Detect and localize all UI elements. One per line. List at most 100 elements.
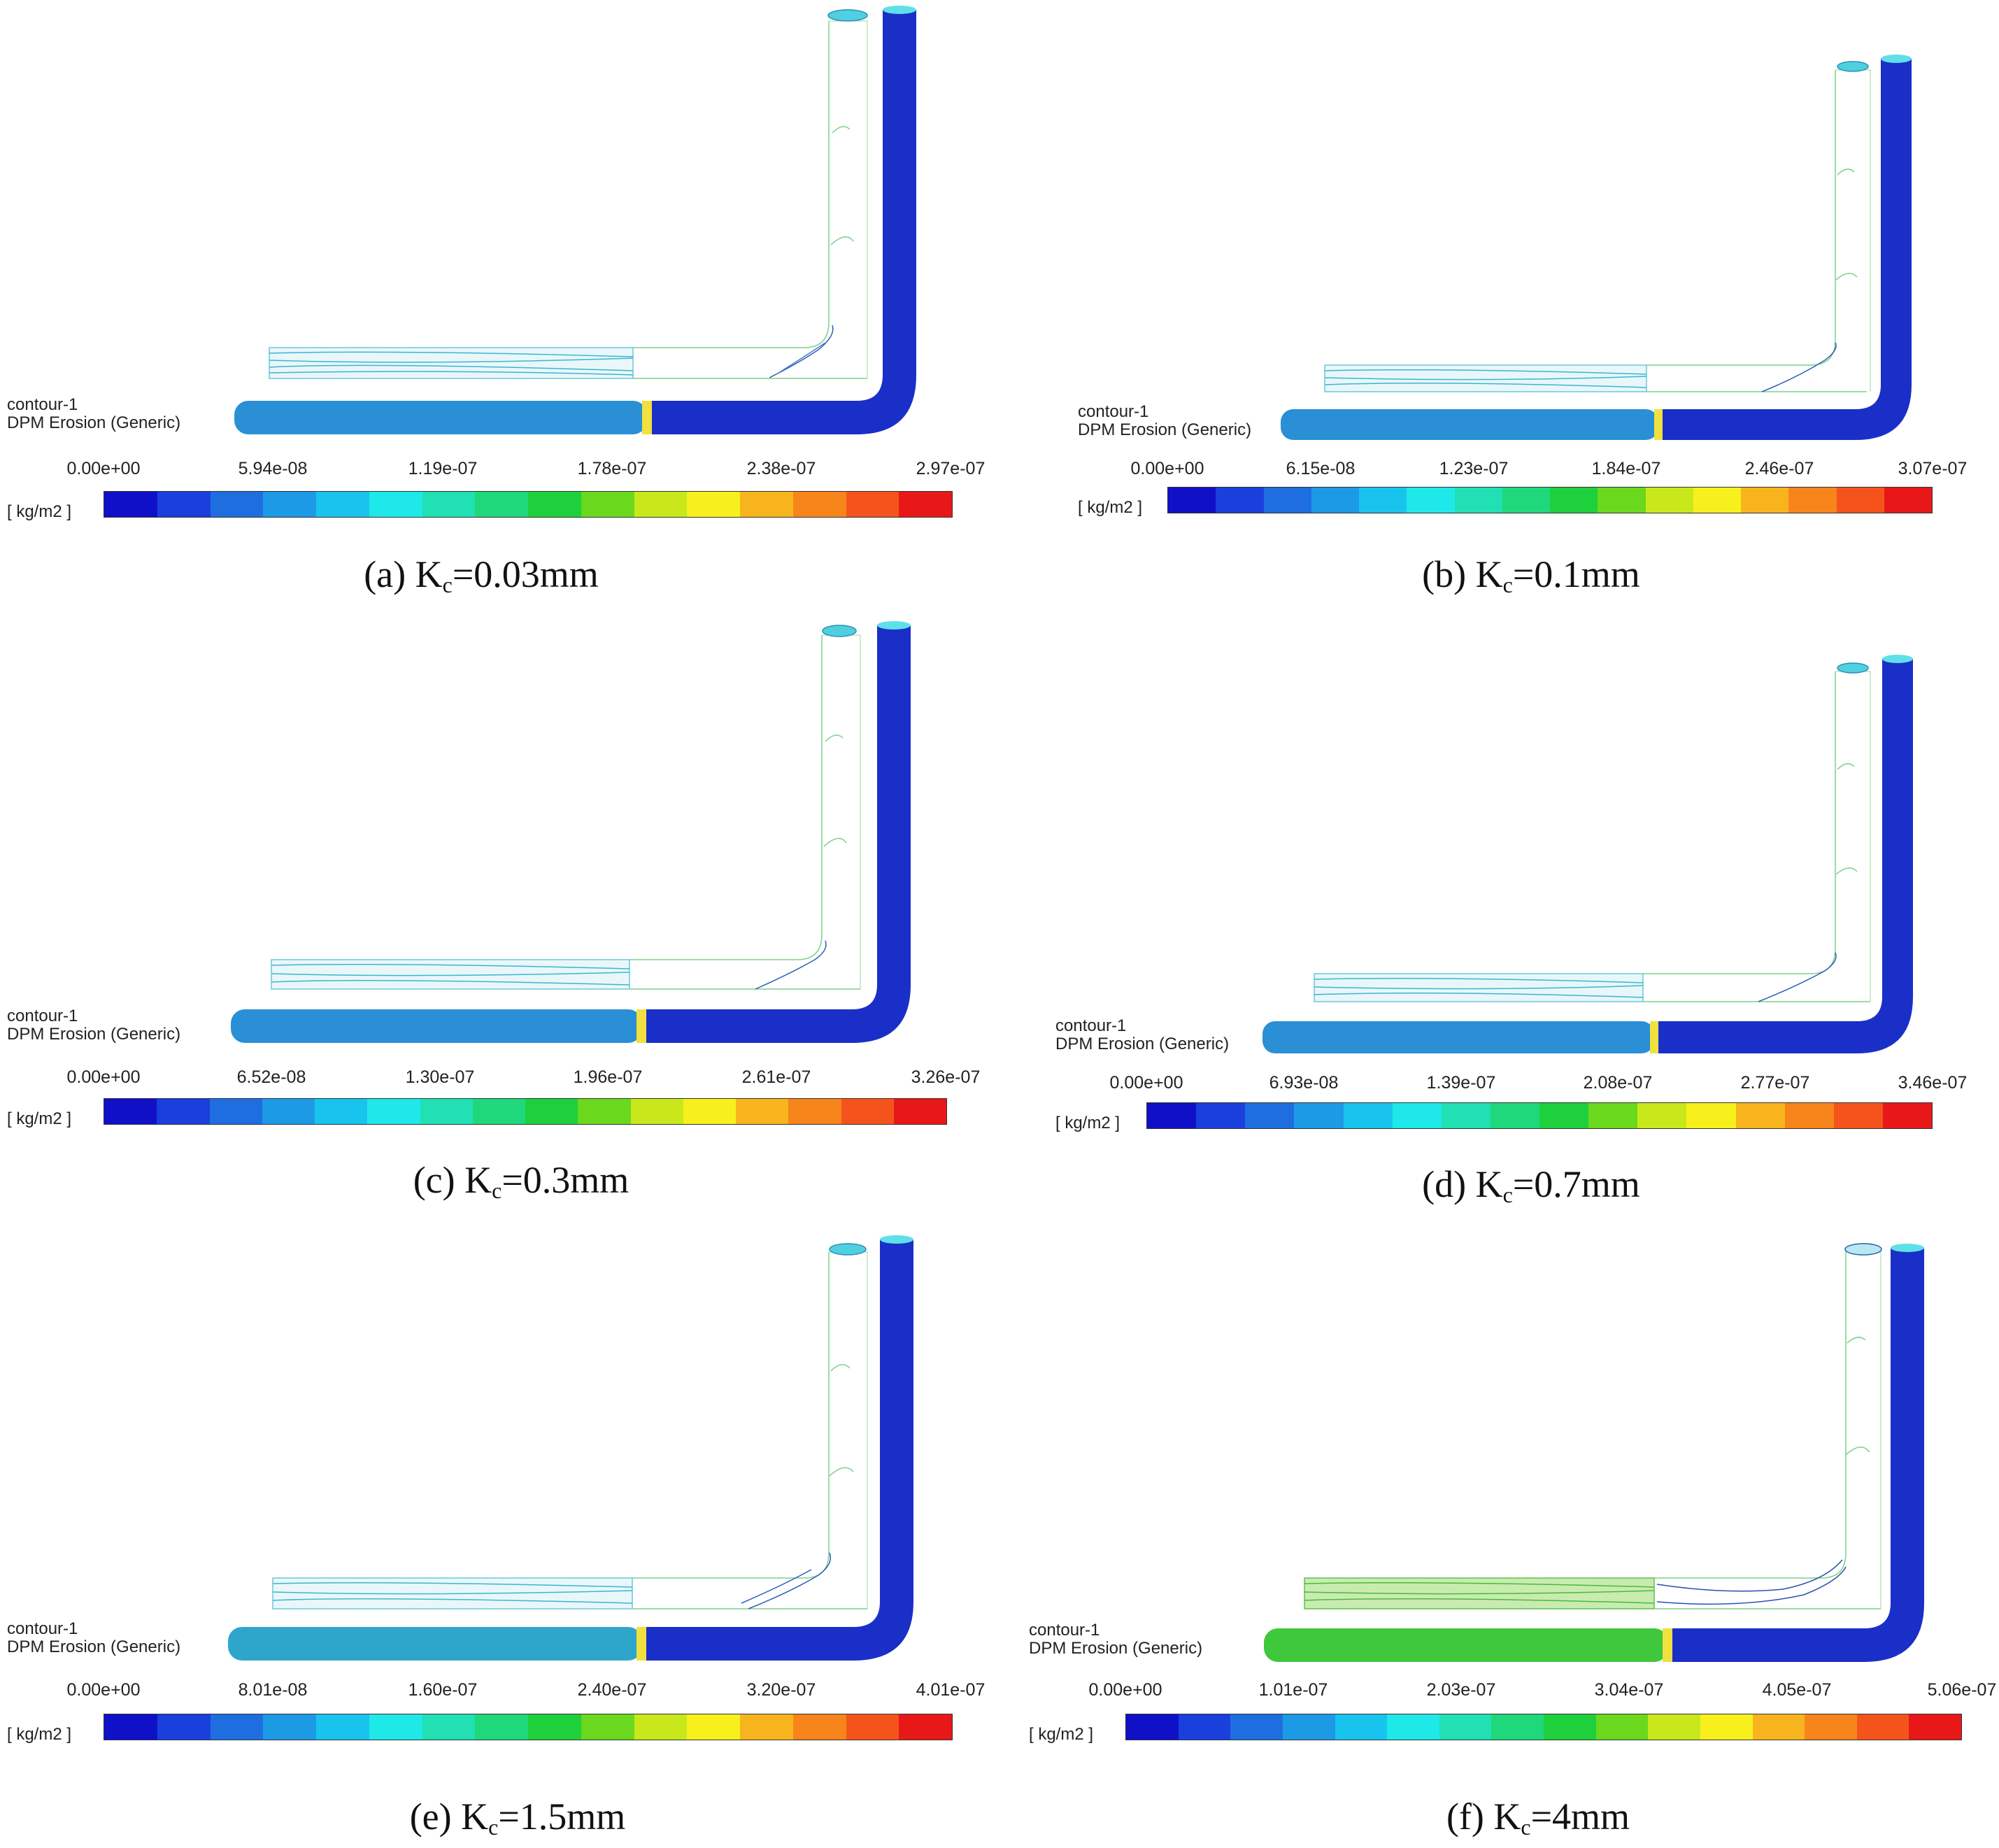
colorbar-segment: [1230, 1714, 1283, 1740]
colorbar-tick-label: 3.26e-07: [911, 1067, 981, 1087]
colorbar-tick-label: 2.40e-07: [577, 1680, 647, 1700]
colorbar-tick-label: 2.03e-07: [1426, 1680, 1496, 1700]
colorbar-segment: [1263, 488, 1311, 513]
colorbar-tick-label: 0.00e+00: [66, 459, 141, 478]
colorbar-unit: [ kg/m2 ]: [7, 1725, 72, 1744]
colorbar-segment: [420, 1099, 473, 1124]
colorbar-segment: [1359, 488, 1407, 513]
pipe-diagram: [231, 621, 911, 1043]
colorbar-tick-label: 2.46e-07: [1744, 459, 1814, 478]
pipe-body: [228, 1235, 913, 1661]
colorbar-segment: [104, 1714, 157, 1740]
colorbar-segment: [528, 1714, 581, 1740]
colorbar-unit: [ kg/m2 ]: [7, 1109, 72, 1128]
particle-tracks: [1314, 662, 1871, 1002]
colorbar-segment: [1441, 1103, 1491, 1128]
colorbar-tick-label: 4.01e-07: [916, 1680, 986, 1700]
colorbar-segment: [893, 1099, 946, 1124]
colorbar-segment: [367, 1099, 420, 1124]
colorbar-segment: [210, 492, 264, 517]
colorbar-segment: [1454, 488, 1502, 513]
colorbar-tick-label: 0.00e+00: [66, 1067, 141, 1087]
colorbar-segment: [1168, 488, 1216, 513]
colorbar-segment: [475, 1714, 528, 1740]
colorbar-segment: [792, 492, 846, 517]
pipe-diagram: [1262, 655, 1913, 1053]
contour-label: contour-1 DPM Erosion (Generic): [7, 1007, 181, 1044]
colorbar-segment: [740, 492, 793, 517]
colorbar-segment: [1439, 1714, 1492, 1740]
colorbar-segment: [1550, 488, 1598, 513]
panel-d: contour-1 DPM Erosion (Generic) 0.00e+00…: [1000, 616, 1999, 1231]
colorbar-segment: [1588, 1103, 1638, 1128]
colorbar: [1167, 487, 1933, 513]
colorbar-tick-label: 1.96e-07: [573, 1067, 643, 1087]
colorbar-unit: [ kg/m2 ]: [1055, 1114, 1121, 1132]
colorbar-segment: [687, 492, 740, 517]
colorbar-segment: [1595, 1714, 1649, 1740]
colorbar-segment: [1502, 488, 1550, 513]
colorbar-segment: [1741, 488, 1789, 513]
colorbar-segment: [788, 1099, 841, 1124]
panel-caption: (d) Kc=0.7mm: [1422, 1163, 1640, 1207]
colorbar-segment: [792, 1714, 846, 1740]
colorbar-tick-label: 3.07e-07: [1898, 459, 1968, 478]
colorbar-segment: [736, 1099, 789, 1124]
colorbar-segment: [157, 492, 211, 517]
colorbar-tick-label: 1.39e-07: [1426, 1073, 1496, 1093]
colorbar-unit: [ kg/m2 ]: [7, 502, 72, 521]
colorbar-segment: [1686, 1103, 1736, 1128]
colorbar-tick-label: 2.77e-07: [1740, 1073, 1810, 1093]
colorbar-tick-label: 3.04e-07: [1594, 1680, 1664, 1700]
colorbar-segment: [1735, 1103, 1785, 1128]
colorbar-tick-label: 0.00e+00: [1088, 1680, 1162, 1700]
colorbar-segment: [1909, 1714, 1961, 1740]
panel-c: contour-1 DPM Erosion (Generic) 0.00e+00…: [0, 616, 1000, 1231]
colorbar-segment: [1539, 1103, 1589, 1128]
colorbar-segment: [1126, 1714, 1179, 1740]
colorbar-tick-label: 5.06e-07: [1927, 1680, 1997, 1700]
colorbar-segment: [740, 1714, 793, 1740]
colorbar-segment: [422, 1714, 476, 1740]
colorbar-segment: [210, 1714, 264, 1740]
colorbar-tick-label: 6.15e-08: [1286, 459, 1356, 478]
colorbar-segment: [1294, 1103, 1344, 1128]
colorbar-segment: [1490, 1103, 1539, 1128]
particle-tracks: [269, 9, 868, 379]
pipe-diagram: [228, 1235, 913, 1661]
colorbar-tick-label: 1.01e-07: [1258, 1680, 1328, 1700]
colorbar-tick-label: 2.38e-07: [746, 459, 816, 478]
colorbar-tick-label: 1.60e-07: [408, 1680, 478, 1700]
colorbar-tick-label: 0.00e+00: [66, 1680, 141, 1700]
panel-caption: (e) Kc=1.5mm: [409, 1796, 626, 1840]
colorbar-segment: [262, 1099, 315, 1124]
colorbar-segment: [1805, 1714, 1857, 1740]
contour-label: contour-1 DPM Erosion (Generic): [7, 395, 181, 432]
colorbar-segment: [1216, 488, 1264, 513]
colorbar-segment: [630, 1099, 683, 1124]
colorbar-tick-label: 2.97e-07: [916, 459, 986, 478]
colorbar-segment: [1836, 488, 1884, 513]
colorbar-segment: [841, 1099, 894, 1124]
particle-tracks: [272, 1243, 868, 1609]
colorbar-segment: [1648, 1714, 1700, 1740]
colorbar-segment: [899, 1714, 952, 1740]
particle-tracks: [271, 625, 861, 990]
pipe-diagram: [234, 6, 916, 434]
colorbar-segment: [1700, 1714, 1753, 1740]
colorbar-segment: [1387, 1714, 1439, 1740]
pipe-diagram: [1281, 55, 1912, 440]
contour-label: contour-1 DPM Erosion (Generic): [1029, 1621, 1203, 1658]
colorbar-tick-label: 1.19e-07: [408, 459, 478, 478]
colorbar-tick-label: 0.00e+00: [1130, 459, 1204, 478]
colorbar-segment: [1335, 1714, 1388, 1740]
colorbar-segment: [369, 1714, 422, 1740]
colorbar-segment: [1882, 1103, 1932, 1128]
colorbar-tick-label: 3.20e-07: [746, 1680, 816, 1700]
pipe-body: [1262, 655, 1913, 1053]
colorbar-tick-label: 1.23e-07: [1439, 459, 1509, 478]
contour-label: contour-1 DPM Erosion (Generic): [1078, 402, 1252, 439]
colorbar: [1125, 1714, 1962, 1740]
colorbar-segment: [369, 492, 422, 517]
colorbar-segment: [157, 1714, 211, 1740]
